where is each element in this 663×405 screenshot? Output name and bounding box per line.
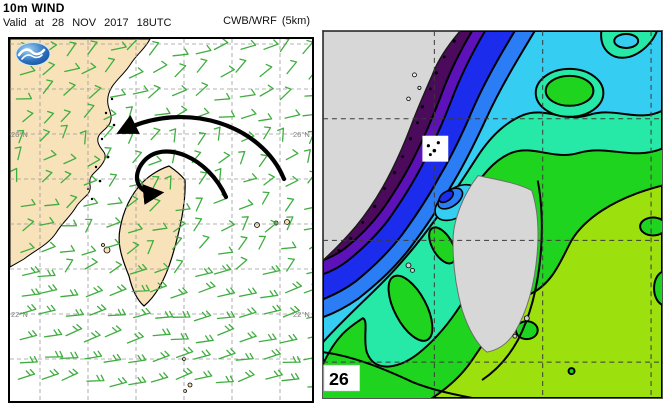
obscured-contour-label-box [422, 135, 449, 162]
teal-curl-top-right [600, 31, 659, 59]
flow-annotation-arrows [116, 115, 287, 205]
lat-label-22n-right: 22°N [293, 310, 310, 319]
china-coast-land-gray [323, 31, 462, 262]
model-source-label: CWB/WRF (5km) [223, 15, 310, 27]
contour-map-panel: 26 [322, 30, 663, 399]
green-blob-top [534, 67, 605, 118]
graticule-gray-map [323, 31, 662, 398]
flow-arrow-outer [116, 115, 287, 182]
lat-label-26n-left: 26°N [11, 130, 28, 139]
coast-speckles [86, 97, 116, 201]
wind-map-svg: 26°N 26°N 22°N 22°N [10, 39, 312, 401]
svg-text:26: 26 [329, 369, 349, 389]
taiwan-land-gray [452, 175, 539, 353]
offshore-islets-white [406, 72, 422, 102]
flow-arrow-inner [134, 149, 229, 205]
cwb-logo [15, 42, 51, 66]
coast-speckles-gray-map [337, 39, 456, 252]
map-title: 10m WIND [3, 1, 65, 15]
contour-map-svg: 26 [323, 31, 662, 398]
small-islands-gray-map [405, 262, 530, 339]
china-coast-land [10, 39, 151, 268]
valid-time-label: Valid at 28 NOV 2017 18UTC [3, 17, 172, 29]
extra-contour-lines [323, 180, 543, 398]
wind-barb-map-panel: 26°N 26°N 22°N 22°N [8, 37, 314, 403]
lat-label-26n-right: 26°N [293, 130, 310, 139]
contour-label-26: 26 [323, 364, 361, 392]
